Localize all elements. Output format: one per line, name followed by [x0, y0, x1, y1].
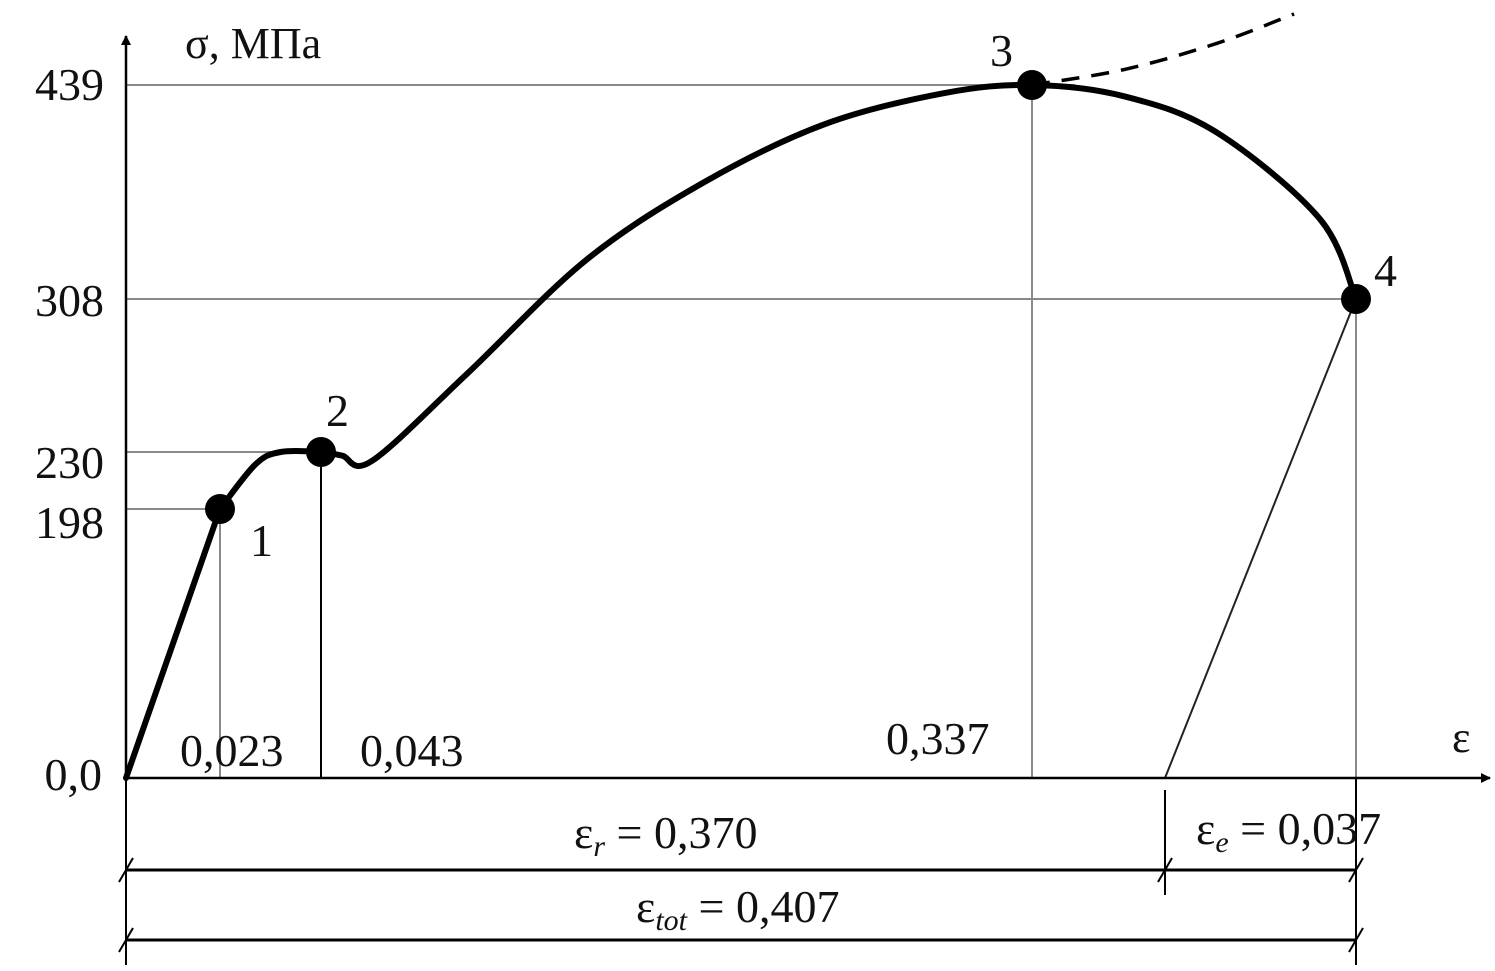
residual-strain-label: εr = 0,370	[574, 807, 757, 863]
point-label-3: 3	[990, 25, 1013, 76]
total-strain-label: εtot = 0,407	[636, 881, 839, 937]
point-markers	[205, 70, 1371, 524]
tick-row1-mid	[1157, 857, 1173, 883]
tick-row1-start	[118, 857, 134, 883]
dashed-continuation	[1031, 12, 1295, 87]
point-marker-2	[306, 437, 336, 467]
y-tick-label-308: 308	[35, 275, 104, 326]
x-tick-label-0.023: 0,023	[180, 725, 284, 776]
dimension-lines	[118, 778, 1364, 965]
guide-lines	[126, 84, 1357, 779]
y-axis-title: σ, МПа	[185, 19, 321, 68]
y-tick-label-230: 230	[35, 437, 104, 488]
point-marker-1	[205, 494, 235, 524]
x-tick-label-0.043: 0,043	[360, 725, 464, 776]
y-tick-label-198: 198	[35, 497, 104, 548]
tick-row2-end	[1348, 927, 1364, 953]
unloading-line	[1164, 298, 1357, 779]
x-tick-label-0.337: 0,337	[886, 713, 990, 764]
x-axis-title: ε	[1452, 713, 1470, 762]
point-label-1: 1	[250, 515, 273, 566]
point-label-2: 2	[326, 385, 349, 436]
origin-label: 0,0	[45, 749, 103, 800]
point-label-4: 4	[1374, 245, 1397, 296]
stress-strain-curve	[217, 81, 1359, 511]
point-marker-4	[1341, 284, 1371, 314]
elastic-segment	[123, 506, 223, 781]
elastic-strain-label: εe = 0,037	[1196, 803, 1381, 859]
point-marker-3	[1017, 70, 1047, 100]
axes	[121, 35, 1491, 783]
y-tick-label-439: 439	[35, 59, 104, 110]
curves	[123, 12, 1359, 781]
tick-row2-start	[118, 927, 134, 953]
tick-row1-end	[1348, 857, 1364, 883]
